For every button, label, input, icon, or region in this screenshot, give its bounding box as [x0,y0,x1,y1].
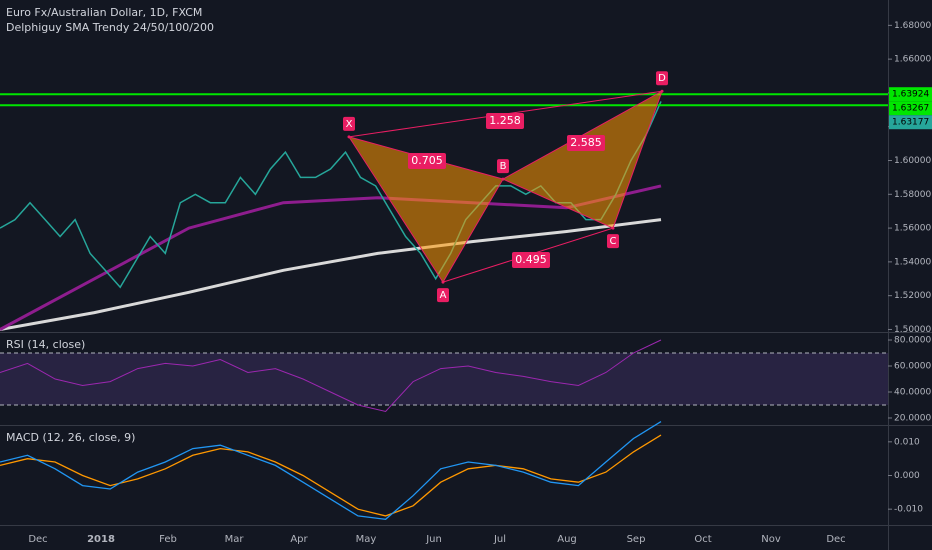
pattern-label: X [346,119,353,130]
indicator-title: Delphiguy SMA Trendy 24/50/100/200 [6,21,214,34]
rsi-line [0,339,662,413]
symbol-title: Euro Fx/Australian Dollar, 1D, FXCM [6,6,202,19]
pattern-point [501,177,505,181]
y-tick-label: 1.50000 [894,325,931,335]
time-label: Dec [28,534,47,545]
y-tick-label: 1.52000 [894,291,931,301]
price-label: 1.63267 [892,104,929,114]
price-label-bg [889,87,932,102]
y-tick-label: 1.58000 [894,190,931,200]
rsi-title: RSI (14, close) [6,338,85,351]
pattern-point [611,226,615,230]
y-tick-label: 0.000 [894,471,920,481]
macd-title: MACD (12, 26, close, 9) [6,431,135,444]
y-tick-label: 1.66000 [894,55,931,65]
pattern-label-bg [656,71,668,86]
y-tick-label: 1.54000 [894,257,931,267]
price-label-bg [889,101,932,116]
price-label: 1.63177 [892,118,929,128]
time-label: Sep [627,534,646,545]
time-label: 2018 [87,534,115,545]
time-label: Feb [159,534,177,545]
y-tick-label: 1.56000 [894,224,931,234]
time-label: Nov [761,534,781,545]
time-label: Jul [493,534,506,545]
y-tick-label: 60.0000 [894,362,931,372]
y-tick-label: 80.0000 [894,336,931,346]
pattern-point [660,89,664,93]
time-label: Apr [290,534,308,545]
y-tick-label: 0.010 [894,437,920,447]
y-tick-label: 40.0000 [894,387,931,397]
pattern-label: D [658,73,666,84]
macd-line [0,421,662,520]
y-tick-label: 1.60000 [894,156,931,166]
time-label: Oct [694,534,711,545]
time-label: Mar [225,534,245,545]
pattern-point [347,135,351,139]
ratio-label-bg [408,153,446,169]
pattern-point [441,280,445,284]
pattern-label: B [500,161,507,172]
sma-line [0,218,662,331]
ratio-label: 0.705 [411,154,443,167]
time-label: Jun [425,534,442,545]
pattern-label-bg [497,159,509,174]
time-label: May [356,534,377,545]
pattern-label-bg [607,234,619,249]
pattern-label-bg [343,116,355,131]
ratio-label-bg [512,252,550,268]
time-label: Dec [826,534,845,545]
price-label: 1.63924 [892,90,929,100]
y-tick-label: -0.010 [894,505,923,515]
y-tick-label: 20.0000 [894,413,931,423]
pattern-label: C [610,236,617,247]
rsi-band [0,353,888,405]
y-tick-label: 1.68000 [894,21,931,31]
time-label: Aug [557,534,577,545]
sma-line [0,184,662,331]
ratio-label-bg [486,113,524,129]
ratio-label-bg [567,135,605,151]
ratio-label: 1.258 [489,114,521,127]
ratio-label: 0.495 [515,253,547,266]
pattern-label: A [440,290,447,301]
price-label-bg [889,115,932,130]
signal-line [0,434,662,517]
ratio-label: 2.585 [570,136,602,149]
pattern-label-bg [437,288,449,303]
